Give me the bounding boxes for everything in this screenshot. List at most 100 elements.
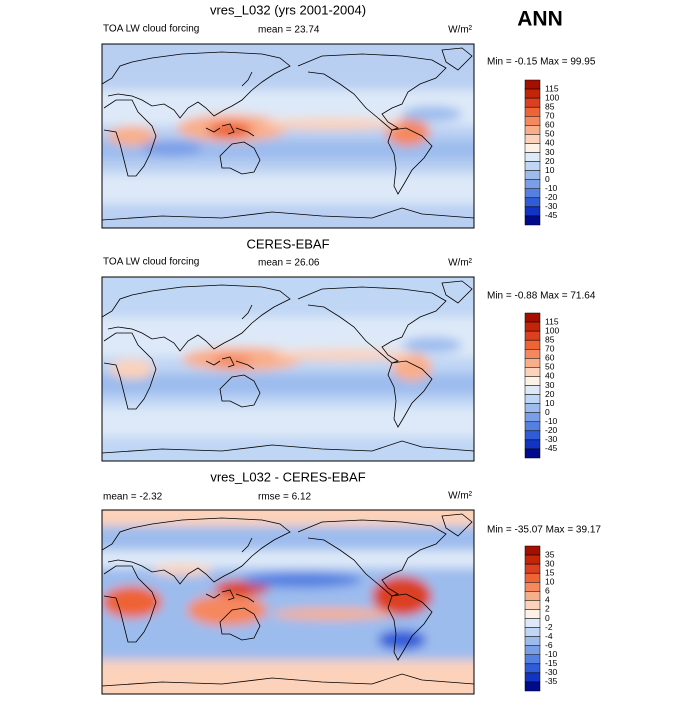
colorbar-label: 85: [545, 101, 555, 111]
colorbar-box: [524, 88, 541, 99]
colorbar-label: -30: [545, 201, 558, 211]
colorbar-label: 40: [545, 138, 555, 148]
colorbar-label: 2: [545, 604, 550, 614]
units-label: W/m²: [448, 491, 473, 502]
colorbar-label: 0: [545, 174, 550, 184]
colorbar-box: [524, 448, 541, 459]
map: [101, 509, 475, 695]
colorbar-box: [524, 97, 541, 108]
colorbar-label: 70: [545, 344, 555, 354]
colorbar-box: [524, 179, 541, 189]
panel-title: vres_L032 (yrs 2001-2004): [210, 2, 366, 17]
colorbar-label: -2: [545, 622, 553, 632]
colorbar-label: -4: [545, 631, 553, 641]
colorbar-box: [524, 582, 541, 592]
colorbar-box: [524, 349, 541, 359]
colorbar-label: 30: [545, 380, 555, 390]
colorbar-box: [524, 312, 541, 323]
min-max-label: Min = -0.88 Max = 71.64: [487, 291, 596, 302]
units-label: W/m²: [448, 25, 473, 36]
colorbar-box: [524, 116, 541, 126]
center-label: mean = 26.06: [258, 258, 320, 269]
colorbar-label: -10: [545, 649, 558, 659]
left-label: TOA LW cloud forcing: [103, 24, 199, 35]
colorbar-box: [524, 572, 541, 583]
colorbar-label: -45: [545, 210, 558, 220]
center-label: rmse = 6.12: [258, 492, 312, 503]
colorbar-label: -10: [545, 183, 558, 193]
min-max-label: Min = -35.07 Max = 39.17: [487, 525, 601, 536]
colorbar-label: 115: [545, 83, 559, 93]
colorbar-box: [524, 600, 541, 610]
colorbar-box: [524, 672, 541, 683]
colorbar-box: [524, 367, 541, 377]
colorbar-box: [524, 215, 541, 226]
colorbar-label: 50: [545, 129, 555, 139]
colorbar-box: [524, 152, 541, 162]
colorbar-label: 100: [545, 325, 559, 335]
colorbar-label: 10: [545, 398, 555, 408]
panel: vres_L032 - CERES-EBAF mean = -2.32 rmse…: [101, 469, 601, 695]
colorbar-box: [524, 554, 541, 565]
colorbar-box: [524, 330, 541, 341]
colorbar-box: [524, 321, 541, 332]
map: [101, 43, 475, 229]
colorbar-box: [524, 654, 541, 665]
colorbar-label: 20: [545, 389, 555, 399]
map: [101, 276, 475, 462]
colorbar-box: [524, 645, 541, 655]
colorbar-label: 10: [545, 165, 555, 175]
colorbar-label: 40: [545, 371, 555, 381]
panel-title: CERES-EBAF: [246, 236, 329, 251]
colorbar-box: [524, 563, 541, 574]
colorbar-box: [524, 439, 541, 450]
left-label: mean = -2.32: [103, 492, 163, 503]
colorbar-box: [524, 188, 541, 199]
colorbar-label: -6: [545, 640, 553, 650]
colorbar-box: [524, 627, 541, 637]
colorbar-label: 70: [545, 111, 555, 121]
colorbar-label: 30: [545, 147, 555, 157]
colorbar-label: -30: [545, 434, 558, 444]
colorbar-box: [524, 106, 541, 117]
colorbar-label: 115: [545, 316, 559, 326]
colorbar-label: -30: [545, 667, 558, 677]
colorbar-box: [524, 339, 541, 350]
colorbar-label: 60: [545, 353, 555, 363]
colorbar-label: 4: [545, 595, 550, 605]
colorbar-box: [524, 197, 541, 208]
center-label: mean = 23.74: [258, 25, 320, 36]
units-label: W/m²: [448, 258, 473, 269]
colorbar-label: 0: [545, 613, 550, 623]
colorbar-label: 0: [545, 407, 550, 417]
colorbar-box: [524, 421, 541, 432]
colorbar-box: [524, 385, 541, 395]
colorbar-box: [524, 79, 541, 90]
colorbar-box: [524, 134, 541, 144]
colorbar-label: 6: [545, 586, 550, 596]
colorbar-box: [524, 358, 541, 368]
panel-title: vres_L032 - CERES-EBAF: [210, 469, 365, 484]
colorbar-label: 15: [545, 567, 555, 577]
colorbar-box: [524, 403, 541, 413]
colorbar-box: [524, 636, 541, 646]
colorbar-box: [524, 206, 541, 217]
colorbar-box: [524, 125, 541, 135]
colorbar-box: [524, 591, 541, 601]
colorbar-label: 30: [545, 558, 555, 568]
colorbar-box: [524, 394, 541, 404]
min-max-label: Min = -0.15 Max = 99.95: [487, 57, 596, 68]
colorbar-box: [524, 161, 541, 171]
colorbar-label: -35: [545, 676, 558, 686]
colorbar-box: [524, 618, 541, 628]
colorbar-box: [524, 412, 541, 422]
colorbar-label: -15: [545, 658, 558, 668]
colorbar-label: -20: [545, 425, 558, 435]
colorbar-label: -10: [545, 416, 558, 426]
colorbar-box: [524, 376, 541, 386]
left-label: TOA LW cloud forcing: [103, 257, 199, 268]
